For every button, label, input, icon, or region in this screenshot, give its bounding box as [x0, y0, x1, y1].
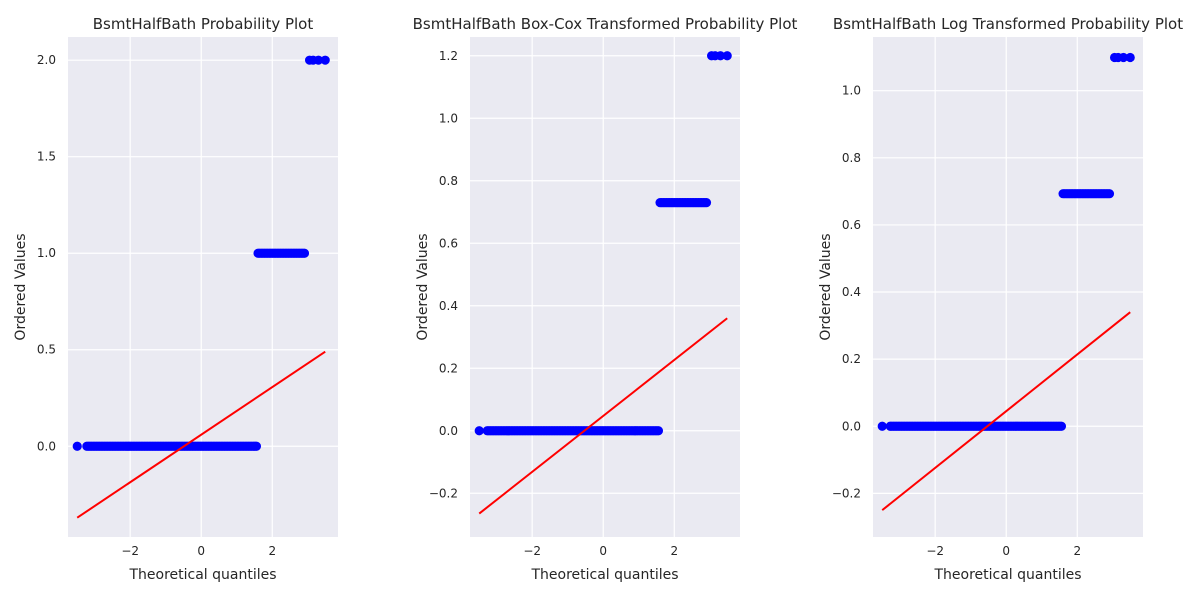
plot-area — [873, 37, 1143, 537]
y-tick-label: 0.4 — [439, 299, 458, 313]
y-tick-label: 0.2 — [842, 352, 861, 366]
x-axis-label: Theoretical quantiles — [530, 567, 678, 583]
chart-title: BsmtHalfBath Probability Plot — [93, 15, 314, 33]
marks — [72, 55, 330, 519]
y-axis-label: Ordered Values — [818, 233, 834, 340]
data-point — [722, 51, 732, 61]
y-tick-label: 2.0 — [37, 53, 56, 67]
y-tick-label: 0.6 — [842, 218, 861, 232]
y-tick-label: 0.0 — [439, 424, 458, 438]
y-axis-label: Ordered Values — [13, 233, 29, 340]
y-tick-label: 1.0 — [439, 111, 458, 125]
x-tick-label: −2 — [926, 544, 944, 558]
x-axis-label: Theoretical quantiles — [128, 567, 276, 583]
data-point — [1118, 52, 1129, 63]
data-point — [653, 426, 664, 436]
x-tick-label: 2 — [670, 544, 678, 558]
marks — [474, 51, 732, 515]
data-point — [701, 198, 712, 208]
data-point — [299, 248, 310, 258]
data-point — [474, 426, 484, 436]
y-tick-label: 0.6 — [439, 236, 458, 250]
chart-title: BsmtHalfBath Log Transformed Probability… — [833, 15, 1183, 33]
y-tick-label: 1.2 — [439, 49, 458, 63]
y-tick-label: 0.5 — [37, 343, 56, 357]
x-axis-label: Theoretical quantiles — [933, 567, 1081, 583]
y-tick-label: 0.8 — [842, 151, 861, 165]
y-tick-label: 0.8 — [439, 174, 458, 188]
fit-line — [478, 317, 728, 515]
x-tick-label: 0 — [599, 544, 607, 558]
data-point — [1104, 189, 1115, 199]
data-point — [877, 421, 887, 431]
y-tick-label: 1.5 — [37, 150, 56, 164]
fit-line — [76, 350, 326, 519]
x-tick-label: −2 — [523, 544, 541, 558]
data-point — [313, 55, 324, 65]
data-point — [320, 55, 330, 65]
plot-panel-1: −2 0 2 0.0 0.5 1.0 1.5 2.0 Theoretical quantiles… — [13, 15, 338, 583]
data-point — [1056, 421, 1067, 431]
x-tick-label: 2 — [1073, 544, 1081, 558]
y-axis-label: Ordered Values — [415, 233, 431, 340]
y-tick-label: 0.0 — [842, 419, 861, 433]
marks — [877, 52, 1135, 511]
plot-area — [470, 37, 740, 537]
data-point — [1125, 52, 1135, 63]
plot-panel-2: −2 0 2 −0.2 0.0 0.2 0.4 0.6 0.8 1.0 1.2 Theoretical… — [413, 15, 798, 583]
plot-area — [68, 37, 338, 537]
x-tick-label: 2 — [268, 544, 276, 558]
data-point — [251, 441, 262, 451]
x-tick-label: 0 — [197, 544, 205, 558]
y-tick-label: 1.0 — [842, 84, 861, 98]
y-tick-label: 1.0 — [37, 246, 56, 260]
y-tick-label: 0.4 — [842, 285, 861, 299]
y-tick-label: 0.2 — [439, 361, 458, 375]
x-tick-label: −2 — [121, 544, 139, 558]
data-point — [715, 51, 726, 61]
fit-line — [881, 311, 1131, 511]
plot-panel-3: −2 0 2 −0.2 0.0 0.2 0.4 0.6 0.8 1.0 Theoretical qu… — [818, 15, 1183, 583]
y-tick-label: 0.0 — [37, 439, 56, 453]
y-tick-label: −0.2 — [429, 486, 458, 500]
y-tick-label: −0.2 — [832, 486, 861, 500]
chart-title: BsmtHalfBath Box-Cox Transformed Probabi… — [413, 15, 798, 33]
data-point — [72, 441, 82, 451]
x-tick-label: 0 — [1002, 544, 1010, 558]
